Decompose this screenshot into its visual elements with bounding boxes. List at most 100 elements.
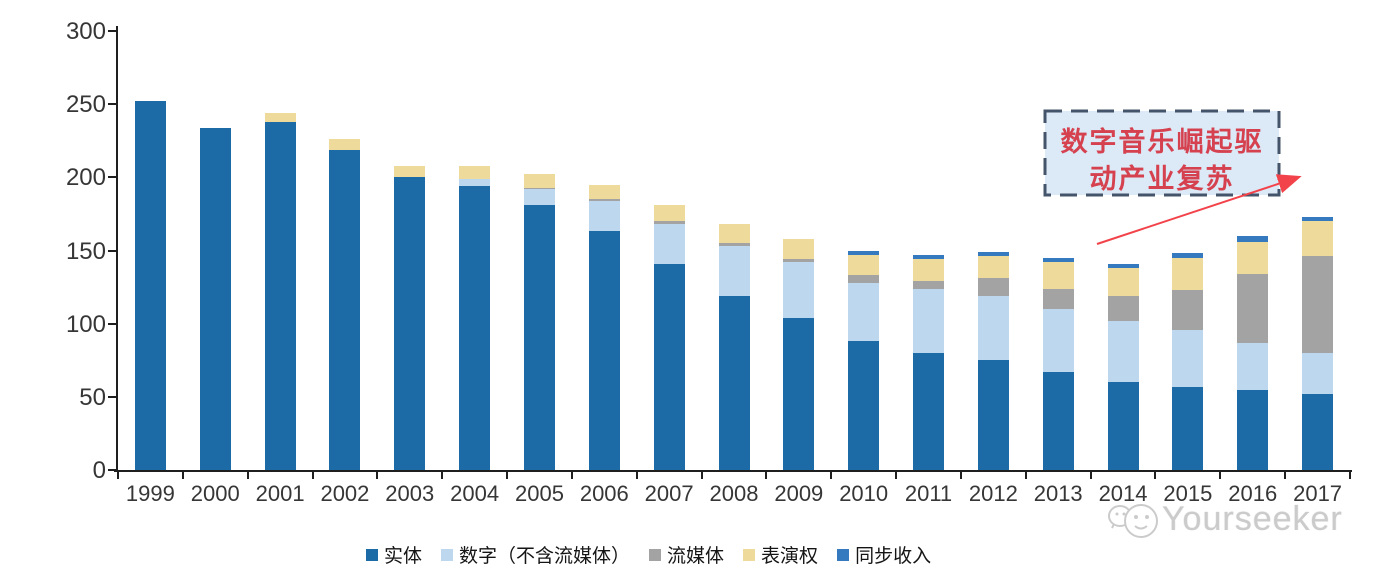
legend-label: 流媒体 — [667, 546, 725, 567]
bar-segment — [588, 199, 620, 201]
y-tick-label: 0 — [92, 457, 106, 484]
bar-segment — [718, 246, 750, 296]
bar-segment — [783, 238, 815, 260]
bar-segment — [1172, 253, 1204, 258]
bar-segment — [264, 121, 296, 470]
x-tick-label: 1999 — [125, 481, 175, 506]
legend-item: 表演权 — [743, 541, 818, 568]
y-tick-label: 50 — [79, 383, 106, 411]
bar-segment — [199, 127, 231, 470]
x-axis-tick — [570, 472, 573, 479]
bar-segment — [1172, 257, 1204, 290]
y-tick-label: 250 — [65, 91, 106, 119]
x-axis-tick — [117, 472, 119, 479]
legend-label: 同步收入 — [855, 546, 932, 567]
y-axis-tick — [108, 103, 116, 106]
bar-segment — [134, 101, 166, 470]
annotation-text-line1: 数字音乐崛起驱 — [1060, 127, 1264, 157]
bar-segment — [1302, 221, 1334, 257]
x-tick-label: 2010 — [839, 481, 889, 506]
bar-segment — [848, 282, 880, 342]
x-axis-tick — [1284, 472, 1287, 479]
y-tick-label: 200 — [65, 164, 106, 192]
bar-segment — [1172, 290, 1204, 330]
x-tick-label: 2009 — [774, 481, 824, 506]
bar-segment — [913, 288, 945, 353]
bar-segment — [1302, 352, 1334, 394]
legend-label: 实体 — [384, 546, 423, 567]
bar-segment — [523, 174, 555, 188]
bar-segment — [718, 295, 750, 470]
bar-segment — [783, 262, 815, 318]
bar-segment — [1042, 257, 1074, 263]
bar-segment — [977, 360, 1009, 470]
bar-segment — [718, 243, 750, 247]
y-axis-tick — [108, 395, 116, 398]
bar-segment — [329, 139, 361, 150]
bar-segment — [977, 251, 1009, 257]
legend-item: 同步收入 — [837, 541, 931, 568]
x-axis-tick — [1024, 472, 1027, 479]
bar-segment — [1042, 309, 1074, 372]
chart-legend: 实体 数字（不含流媒体） 流媒体 表演权 同步收入 — [366, 541, 931, 568]
x-axis-tick — [765, 472, 768, 479]
y-axis-tick — [108, 322, 116, 325]
x-tick-label: 2016 — [1228, 481, 1278, 506]
x-tick-label: 2006 — [579, 481, 629, 506]
bar-segment — [1302, 216, 1334, 222]
bar-segment — [718, 224, 750, 244]
y-axis-tick — [108, 176, 116, 179]
bar-segment — [394, 177, 426, 470]
bar-segment — [913, 281, 945, 289]
x-axis-line — [114, 470, 1352, 472]
bar-segment — [653, 263, 685, 470]
legend-label: 数字（不含流媒体） — [459, 546, 631, 567]
legend-item: 实体 — [366, 541, 422, 568]
bar-segment — [1302, 393, 1334, 470]
bar-segment — [264, 112, 296, 122]
bar-segment — [1302, 256, 1334, 353]
bar-segment — [1107, 268, 1139, 296]
x-axis-tick — [506, 472, 509, 479]
bar-segment — [523, 187, 555, 190]
x-tick-label: 2013 — [1033, 481, 1083, 506]
legend-label: 表演权 — [761, 546, 819, 567]
x-tick-label: 2011 — [904, 481, 953, 506]
bar-segment — [848, 341, 880, 470]
x-axis-tick — [311, 472, 314, 479]
legend-swatch-icon — [837, 548, 850, 561]
x-tick-label: 2012 — [968, 481, 1018, 506]
bar-segment — [653, 205, 685, 222]
legend-swatch-icon — [649, 548, 662, 561]
x-axis-tick — [1154, 472, 1157, 479]
x-axis-tick — [1089, 472, 1092, 479]
legend-swatch-icon — [743, 548, 756, 561]
x-axis-tick — [895, 472, 898, 479]
bar-segment — [1237, 241, 1269, 274]
annotation-text-line2: 动产业复苏 — [1089, 164, 1235, 194]
bar-segment — [1042, 262, 1074, 289]
bar-segment — [1237, 273, 1269, 343]
bar-segment — [1107, 263, 1139, 269]
bar-segment — [588, 231, 620, 470]
x-axis-tick — [1349, 472, 1351, 479]
bar-segment — [1107, 382, 1139, 470]
bar-segment — [523, 189, 555, 206]
x-tick-label: 2014 — [1098, 481, 1148, 506]
bar-segment — [848, 275, 880, 283]
bar-segment — [653, 221, 685, 225]
bar-segment — [848, 254, 880, 276]
bar-segment — [1107, 320, 1139, 383]
x-tick-label: 2015 — [1163, 481, 1213, 506]
x-axis-tick — [1219, 472, 1222, 479]
x-axis-tick — [246, 472, 249, 479]
y-axis-line — [116, 26, 118, 472]
watermark-label: Yourseeker — [1162, 499, 1343, 538]
bar-segment — [913, 254, 945, 260]
bar-segment — [394, 165, 426, 178]
bar-segment — [1237, 389, 1269, 470]
bar-segment — [459, 165, 491, 179]
bar-segment — [329, 149, 361, 470]
x-tick-label: 2004 — [450, 481, 500, 506]
bar-segment — [913, 352, 945, 470]
